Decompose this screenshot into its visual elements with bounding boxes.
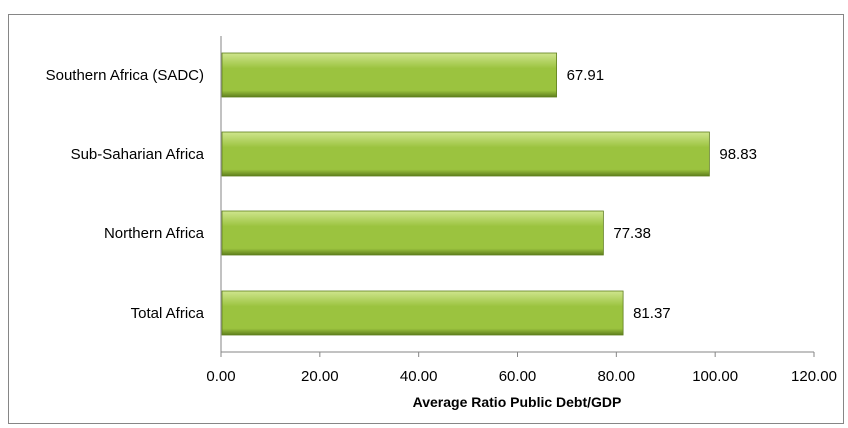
value-label: 81.37	[633, 305, 671, 322]
category-label: Sub-Saharian Africa	[71, 146, 205, 163]
category-label: Northern Africa	[104, 225, 205, 242]
x-tick-label: 20.00	[301, 368, 339, 385]
value-label: 67.91	[567, 67, 605, 84]
category-label: Southern Africa (SADC)	[46, 67, 204, 84]
value-label: 98.83	[719, 146, 757, 163]
x-axis-title: Average Ratio Public Debt/GDP	[413, 394, 622, 410]
x-tick-label: 60.00	[499, 368, 537, 385]
bar	[221, 210, 604, 256]
bar	[221, 290, 624, 336]
bar	[221, 131, 710, 177]
x-axis-ticks: 0.00 20.00 40.00 60.00 80.00 100.00 120.00	[206, 352, 837, 385]
x-tick-label: 80.00	[598, 368, 636, 385]
bar	[221, 52, 557, 98]
x-tick-label: 100.00	[692, 368, 738, 385]
value-label: 77.38	[613, 225, 651, 242]
category-label: Total Africa	[131, 305, 205, 322]
bars-group: Southern Africa (SADC) 67.91 Sub-Saharian …	[46, 52, 757, 336]
x-tick-label: 120.00	[791, 368, 837, 385]
x-tick-label: 40.00	[400, 368, 438, 385]
x-tick-label: 0.00	[206, 368, 235, 385]
